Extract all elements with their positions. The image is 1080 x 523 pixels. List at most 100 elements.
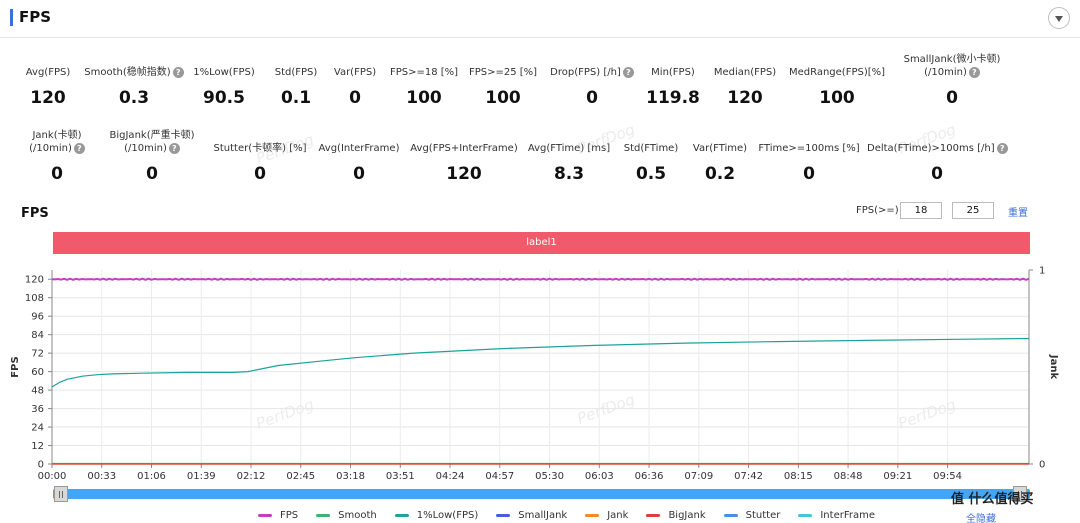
x-tick-label: 02:12 bbox=[237, 471, 266, 482]
metric-label-text: Median(FPS) bbox=[713, 67, 777, 78]
metric-card: Median(FPS) 120 bbox=[675, 66, 815, 108]
metric-label-text: BigJank(严重卡顿) bbox=[109, 130, 195, 141]
metric-label: 1%Low(FPS) bbox=[154, 66, 294, 79]
x-tick-label: 04:57 bbox=[485, 471, 514, 482]
metric-label: Median(FPS) bbox=[675, 66, 815, 79]
metric-label: MedRange(FPS)[%] bbox=[767, 66, 907, 79]
y-tick-label: 36 bbox=[31, 404, 44, 415]
legend-item[interactable]: 1%Low(FPS) bbox=[394, 510, 478, 521]
metric-card: Drop(FPS) [/h]? 0 bbox=[522, 66, 662, 108]
x-tick-label: 03:51 bbox=[386, 471, 415, 482]
metric-card: Jank(卡顿) (/10min)? 0 bbox=[0, 129, 127, 184]
scroll-handle-right[interactable] bbox=[1013, 486, 1027, 502]
legend-label: InterFrame bbox=[820, 509, 875, 521]
metric-label: Var(FPS) bbox=[285, 66, 425, 79]
help-icon[interactable]: ? bbox=[622, 66, 634, 78]
metric-value: 119.8 bbox=[646, 88, 700, 108]
metric-card: Avg(FPS+InterFrame) 120 bbox=[394, 142, 534, 184]
metric-label-text: Var(FTime) bbox=[692, 143, 748, 154]
metric-label: Delta(FTime)>100ms [/h]? bbox=[867, 142, 1008, 155]
grip-icon bbox=[1018, 491, 1022, 498]
legend-item[interactable]: InterFrame bbox=[798, 510, 875, 521]
metric-label: FPS>=25 [%] bbox=[433, 66, 573, 79]
metric-label-text: Avg(FTime) [ms] bbox=[527, 143, 611, 154]
y-tick-label: 24 bbox=[31, 423, 44, 434]
reset-button[interactable]: 重置 bbox=[1008, 208, 1028, 219]
series-line-1-low-fps- bbox=[51, 337, 1030, 388]
x-tick-label: 08:48 bbox=[834, 471, 863, 482]
help-icon[interactable]: ? bbox=[968, 66, 980, 78]
metric-label-unit-text: (/10min) bbox=[29, 143, 72, 154]
metric-value: 0 bbox=[586, 88, 598, 108]
fps-threshold-input-1[interactable] bbox=[900, 202, 942, 219]
metric-card: FTime>=100ms [%] 0 bbox=[739, 142, 879, 184]
legend-label: BigJank bbox=[668, 509, 706, 521]
fps-filter-label: FPS(>=) bbox=[856, 205, 899, 216]
metric-label: BigJank(严重卡顿) bbox=[82, 129, 222, 142]
metric-card: Avg(FTime) [ms] 8.3 bbox=[499, 142, 639, 184]
x-tick-label: 06:03 bbox=[585, 471, 614, 482]
y-tick-label: 72 bbox=[31, 349, 44, 360]
metric-label: Std(FTime) bbox=[581, 142, 721, 155]
hide-all-button[interactable]: 全隐藏 bbox=[966, 514, 996, 523]
metric-value: 0 bbox=[51, 164, 63, 184]
metric-value: 120 bbox=[446, 164, 482, 184]
legend-item[interactable]: FPS bbox=[258, 510, 298, 521]
metric-label: FTime>=100ms [%] bbox=[739, 142, 879, 155]
legend-swatch-icon bbox=[723, 513, 738, 517]
metric-card: Std(FTime) 0.5 bbox=[581, 142, 721, 184]
metric-label: Avg(FPS) bbox=[0, 66, 118, 79]
x-tick-label: 00:00 bbox=[38, 471, 67, 482]
metric-label: Avg(FPS+InterFrame) bbox=[394, 142, 534, 155]
metric-value: 120 bbox=[30, 88, 66, 108]
legend-label: SmallJank bbox=[518, 509, 568, 521]
y-tick-label: 60 bbox=[31, 367, 44, 378]
metric-label-unit-text: (/10min) bbox=[924, 67, 967, 78]
x-tick-label: 06:36 bbox=[635, 471, 664, 482]
metric-value: 0 bbox=[254, 164, 266, 184]
timeline-scrollbar[interactable] bbox=[53, 489, 1030, 499]
legend-swatch-icon bbox=[646, 513, 661, 517]
chart-legend: FPS Smooth 1%Low(FPS) SmallJank Jank BigJank S… bbox=[258, 509, 893, 521]
metric-label: Stutter(卡顿率) [%] bbox=[190, 142, 330, 155]
y-tick-label: 0 bbox=[38, 460, 44, 471]
metric-label-text: Drop(FPS) [/h] bbox=[550, 67, 621, 78]
metric-card: SmallJank(微小卡顿) (/10min)? 0 bbox=[882, 53, 1022, 108]
metric-label: Std(FPS) bbox=[226, 66, 366, 79]
metric-label-text: Jank(卡顿) bbox=[32, 130, 82, 141]
legend-item[interactable]: Jank bbox=[585, 510, 628, 521]
metric-card: Min(FPS) 119.8 bbox=[603, 66, 743, 108]
marker-label-bar[interactable]: label1 bbox=[53, 232, 1030, 254]
metric-value: 0 bbox=[349, 88, 361, 108]
y2-tick-label: 0 bbox=[1039, 460, 1045, 471]
metric-value: 0.2 bbox=[704, 164, 736, 184]
legend-item[interactable]: Smooth bbox=[316, 510, 377, 521]
legend-item[interactable]: Stutter bbox=[723, 510, 780, 521]
legend-swatch-icon bbox=[798, 513, 813, 517]
metric-value: 100 bbox=[406, 88, 442, 108]
help-icon[interactable]: ? bbox=[168, 142, 180, 154]
x-tick-label: 00:33 bbox=[87, 471, 116, 482]
fps-threshold-input-2[interactable] bbox=[952, 202, 994, 219]
y-tick-label: 12 bbox=[31, 441, 44, 452]
help-icon[interactable]: ? bbox=[996, 142, 1008, 154]
collapse-button[interactable] bbox=[1048, 7, 1070, 29]
metric-card: FPS>=25 [%] 100 bbox=[433, 66, 573, 108]
metric-card: 1%Low(FPS) 90.5 bbox=[154, 66, 294, 108]
x-tick-label: 09:54 bbox=[933, 471, 962, 482]
panel-header: FPS bbox=[0, 0, 1080, 38]
help-icon[interactable]: ? bbox=[73, 142, 85, 154]
y2-axis-label: Jank bbox=[1048, 354, 1059, 380]
scroll-handle-left[interactable] bbox=[54, 486, 68, 502]
legend-swatch-icon bbox=[316, 513, 331, 517]
legend-swatch-icon bbox=[585, 513, 600, 517]
metric-value: 0 bbox=[803, 164, 815, 184]
metric-label-text: Delta(FTime)>100ms [/h] bbox=[867, 143, 995, 154]
metric-label: FPS>=18 [%] bbox=[354, 66, 494, 79]
help-icon[interactable]: ? bbox=[172, 66, 184, 78]
metric-label-text: Avg(InterFrame) bbox=[318, 143, 400, 154]
legend-item[interactable]: SmallJank bbox=[496, 510, 567, 521]
grip-icon bbox=[59, 491, 63, 498]
legend-item[interactable]: BigJank bbox=[646, 509, 706, 521]
